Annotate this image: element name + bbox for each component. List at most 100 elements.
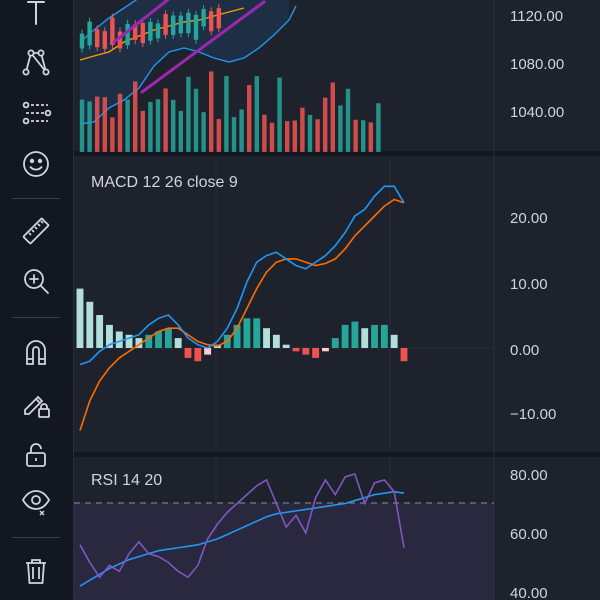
macd-pane[interactable]: MACD 12 26 close 9 20.00 10.00 0.00 −10.… <box>74 156 556 452</box>
volume-bar <box>224 76 229 152</box>
macd-axis-label: 10.00 <box>510 276 548 293</box>
volume-bar <box>148 101 153 152</box>
text-tool-button[interactable] <box>18 0 54 30</box>
volume-bar <box>323 97 328 152</box>
chart-area[interactable]: 1120.00 1080.00 1040.00 MACD 12 26 close… <box>74 0 600 600</box>
trash-icon <box>26 559 46 584</box>
candle-body <box>178 15 183 34</box>
price-axis-label: 1080.00 <box>510 56 564 73</box>
macd-histogram-bar <box>243 318 251 348</box>
trendline-drawing[interactable] <box>140 0 266 94</box>
volume-bar <box>186 76 191 152</box>
delete-tool-button[interactable] <box>18 553 54 589</box>
volume-bar <box>307 114 313 152</box>
pane-separator[interactable] <box>74 452 600 457</box>
macd-histogram-bar <box>233 324 241 348</box>
fib-retracement-icon <box>22 101 52 125</box>
price-axis-label: 1120.00 <box>510 8 563 25</box>
macd-histogram-bar <box>155 331 162 348</box>
candle-body <box>193 14 199 40</box>
volume-bar <box>133 81 138 152</box>
volume-bar <box>216 119 221 152</box>
volume-bar <box>171 99 176 152</box>
volume-bar <box>285 121 290 152</box>
macd-histogram-bar <box>351 321 359 348</box>
rsi-indicator-label[interactable]: RSI 14 20 <box>91 472 162 489</box>
magnet-icon <box>26 340 46 365</box>
smiley-icon <box>23 151 49 177</box>
macd-histogram-bar <box>76 288 84 348</box>
candlestick-series <box>79 4 221 53</box>
rsi-line <box>79 473 405 579</box>
volume-bar <box>292 120 297 152</box>
macd-histogram-bar <box>371 324 378 348</box>
macd-histogram-bar <box>253 318 261 348</box>
macd-histogram-bar <box>390 334 398 348</box>
volume-bar <box>376 103 381 152</box>
volume-bar <box>117 93 123 152</box>
macd-histogram-bar <box>145 334 153 348</box>
magnet-tool-button[interactable] <box>18 334 54 370</box>
fib-tool-button[interactable] <box>18 95 54 131</box>
macd-histogram-bar <box>194 348 202 362</box>
rsi-pane[interactable]: RSI 14 20 80.00 60.00 40.00 <box>74 457 548 600</box>
macd-histogram-bar <box>331 338 339 348</box>
rsi-band <box>74 503 494 600</box>
candle-body <box>117 31 123 49</box>
unlock-tool-button[interactable] <box>18 436 54 472</box>
macd-signal-line <box>79 198 405 431</box>
volume-bar <box>110 117 115 152</box>
trendline-drawing[interactable] <box>112 0 170 44</box>
price-axis-label: 1040.00 <box>510 104 564 121</box>
ruler-tool-button[interactable] <box>18 213 54 249</box>
macd-histogram <box>76 288 408 362</box>
volume-bar <box>231 117 237 152</box>
macd-histogram-bar <box>263 328 270 348</box>
volume-bar <box>79 99 85 152</box>
pane-separator[interactable] <box>74 151 600 156</box>
macd-histogram-bar <box>292 348 300 352</box>
volume-bar <box>239 109 244 152</box>
emoji-tool-button[interactable] <box>18 146 54 182</box>
volume-bar <box>269 122 275 152</box>
volume-bar <box>95 96 100 152</box>
volume-series <box>79 71 381 152</box>
candle-body <box>133 24 138 40</box>
volume-bar <box>209 71 214 152</box>
macd-histogram-bar <box>174 338 182 348</box>
macd-histogram-bar <box>400 348 408 362</box>
macd-histogram-bar <box>380 324 388 348</box>
volume-bar <box>300 107 305 152</box>
macd-indicator-label[interactable]: MACD 12 26 close 9 <box>91 174 238 191</box>
candle-body <box>201 9 206 27</box>
price-pane[interactable]: 1120.00 1080.00 1040.00 <box>79 0 564 152</box>
volume-bar <box>254 76 259 152</box>
pattern-icon <box>22 49 50 76</box>
volume-bar <box>155 99 161 152</box>
macd-histogram-bar <box>312 348 320 358</box>
text-icon <box>27 1 45 25</box>
candle-body <box>155 23 161 39</box>
macd-histogram-bar <box>302 348 310 355</box>
volume-bar <box>125 99 130 152</box>
rsi-axis-label: 40.00 <box>510 585 548 600</box>
lock-drawings-tool-button[interactable] <box>18 386 54 422</box>
eye-icon <box>21 490 51 516</box>
macd-histogram-bar <box>322 348 329 352</box>
candle-body <box>87 21 92 46</box>
candle-body <box>171 15 176 36</box>
visibility-tool-button[interactable] <box>18 483 54 519</box>
unlock-icon <box>26 443 46 467</box>
zoom-tool-button[interactable] <box>18 263 54 299</box>
pattern-tool-button[interactable] <box>18 44 54 80</box>
rsi-axis-label: 80.00 <box>510 467 548 484</box>
volume-bar <box>345 88 351 152</box>
volume-bar <box>353 119 358 152</box>
toolbar-separator <box>12 317 60 318</box>
macd-histogram-bar <box>341 324 349 348</box>
volume-bar <box>87 101 92 152</box>
macd-line <box>79 185 405 366</box>
volume-bar <box>368 122 373 152</box>
candle-body <box>95 29 100 48</box>
